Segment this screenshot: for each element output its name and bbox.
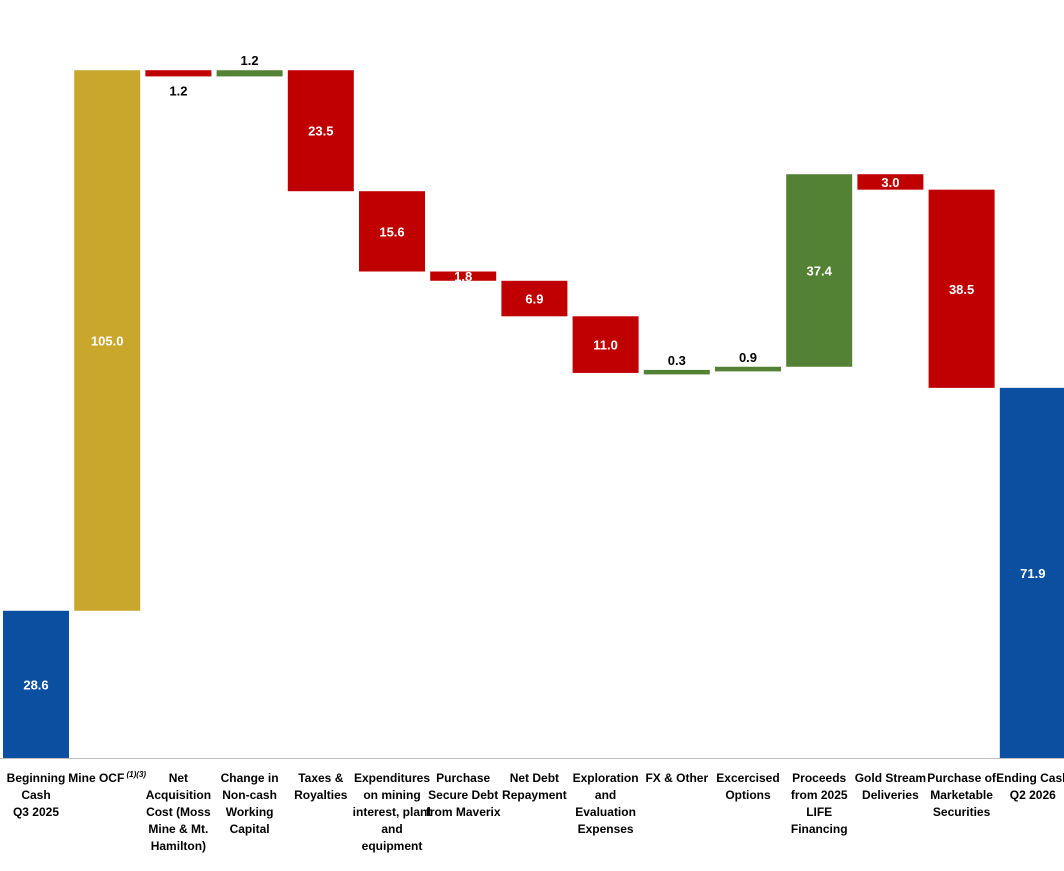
- category-label-5: Expenditures on mining interest, plant and e…: [353, 771, 432, 853]
- category-label-13-line-1: Marketable: [930, 788, 993, 802]
- category-label-5-line-3: and: [381, 822, 402, 836]
- data-label-0: 28.6: [23, 677, 48, 692]
- category-label-6-line-1: Secure Debt: [428, 788, 498, 802]
- category-label-3-line-1: Non-cash: [222, 788, 277, 802]
- category-label-6-line-0: Purchase: [436, 771, 490, 785]
- data-label-3: 1.2: [241, 53, 259, 68]
- data-label-13: 38.5: [949, 282, 974, 297]
- bar-11: [786, 174, 853, 367]
- data-label-10: 0.9: [739, 350, 757, 365]
- category-label-14-line-0: Ending Cash: [996, 771, 1064, 785]
- category-label-11: Proceeds from 2025 LIFE Financing: [791, 771, 848, 836]
- category-label-7-line-0: Net Debt: [510, 771, 559, 785]
- category-label-8-line-1: and: [595, 788, 616, 802]
- category-label-11-line-1: from 2025: [791, 788, 848, 802]
- data-label-1: 105.0: [91, 333, 124, 348]
- bar-9: [643, 369, 710, 375]
- category-label-1: Mine OCF (1)(3): [68, 770, 146, 785]
- category-label-6: Purchase Secure Debt from Maverix: [426, 771, 501, 819]
- data-label-2: 1.2: [169, 83, 187, 98]
- category-label-0: Beginning Cash Q3 2025: [7, 771, 66, 819]
- bar-13: [928, 189, 995, 388]
- category-label-5-line-1: on mining: [363, 788, 420, 802]
- category-label-2-line-4: Hamilton): [151, 839, 206, 853]
- category-label-4-line-0: Taxes &: [298, 771, 343, 785]
- category-label-8-line-0: Exploration: [573, 771, 639, 785]
- category-label-0-line-0: Beginning: [7, 771, 66, 785]
- data-label-11: 37.4: [807, 263, 833, 278]
- bar-4: [287, 70, 354, 192]
- category-label-10-line-0: Excercised: [716, 771, 779, 785]
- category-label-13-line-0: Purchase of: [927, 771, 997, 785]
- category-label-14-line-1: Q2 2026: [1010, 788, 1056, 802]
- category-label-10-line-1: Options: [725, 788, 771, 802]
- data-label-8: 11.0: [593, 338, 618, 353]
- data-label-14: 71.9: [1020, 566, 1045, 581]
- category-label-2-line-2: Cost (Moss: [146, 805, 211, 819]
- category-label-2-line-3: Mine & Mt.: [148, 822, 208, 836]
- bar-3: [216, 70, 283, 77]
- category-label-2-line-1: Acquisition: [146, 788, 211, 802]
- category-label-3-line-3: Capital: [230, 822, 270, 836]
- category-label-3: Change in Non-cash Working Capital: [221, 771, 279, 836]
- bar-10: [715, 366, 781, 372]
- data-label-9: 0.3: [668, 353, 686, 368]
- category-label-4-line-1: Royalties: [294, 788, 348, 802]
- category-label-9: FX & Other: [645, 771, 708, 785]
- category-label-3-line-0: Change in: [221, 771, 279, 785]
- category-label-5-line-2: interest, plant: [353, 805, 432, 819]
- category-label-2: Net Acquisition Cost (Moss Mine & Mt. Hamilt…: [146, 771, 211, 853]
- category-label-0-line-1: Cash: [21, 788, 50, 802]
- category-label-10: Excercised Options: [716, 771, 779, 802]
- category-label-8-line-3: Expenses: [578, 822, 634, 836]
- category-label-0-line-2: Q3 2025: [13, 805, 59, 819]
- data-label-6: 1.8: [454, 269, 472, 284]
- bar-14: [999, 387, 1064, 758]
- data-label-5: 15.6: [379, 224, 404, 239]
- category-label-7: Net Debt Repayment: [502, 771, 567, 802]
- bar-7: [501, 280, 568, 317]
- bar-0: [3, 610, 69, 758]
- category-label-13-line-2: Securities: [933, 805, 991, 819]
- bar-2: [145, 70, 212, 77]
- bar-1: [74, 70, 141, 611]
- category-label-4: Taxes & Royalties: [294, 771, 348, 802]
- data-label-4: 23.5: [308, 124, 333, 139]
- bar-5: [359, 191, 425, 272]
- category-label-3-line-2: Working: [226, 805, 274, 819]
- category-label-7-line-1: Repayment: [502, 788, 567, 802]
- category-label-5-line-4: equipment: [362, 839, 423, 853]
- data-label-12: 3.0: [881, 175, 899, 190]
- bar-12: [857, 174, 924, 190]
- category-label-1-line-0: Mine OCF: [68, 771, 124, 785]
- category-label-6-line-2: from Maverix: [426, 805, 501, 819]
- bar-8: [572, 316, 639, 373]
- category-label-12: Gold Stream Deliveries: [855, 771, 926, 802]
- category-label-11-line-3: Financing: [791, 822, 848, 836]
- category-label-13: Purchase of Marketable Securities: [927, 771, 997, 819]
- footnote-marker: (1)(3): [124, 770, 146, 779]
- category-label-9-line-0: FX & Other: [645, 771, 708, 785]
- category-label-11-line-2: LIFE: [806, 805, 832, 819]
- category-label-12-line-1: Deliveries: [862, 788, 919, 802]
- category-label-8-line-2: Evaluation: [575, 805, 636, 819]
- data-label-7: 6.9: [525, 292, 543, 307]
- category-label-11-line-0: Proceeds: [792, 771, 846, 785]
- category-label-2-line-0: Net: [169, 771, 188, 785]
- category-label-8: Exploration and Evaluation Expenses: [573, 771, 639, 836]
- bar-6: [430, 271, 497, 281]
- category-label-12-line-0: Gold Stream: [855, 771, 926, 785]
- category-label-5-line-0: Expenditures: [354, 771, 430, 785]
- category-label-14: Ending Cash Q2 2026: [996, 771, 1064, 802]
